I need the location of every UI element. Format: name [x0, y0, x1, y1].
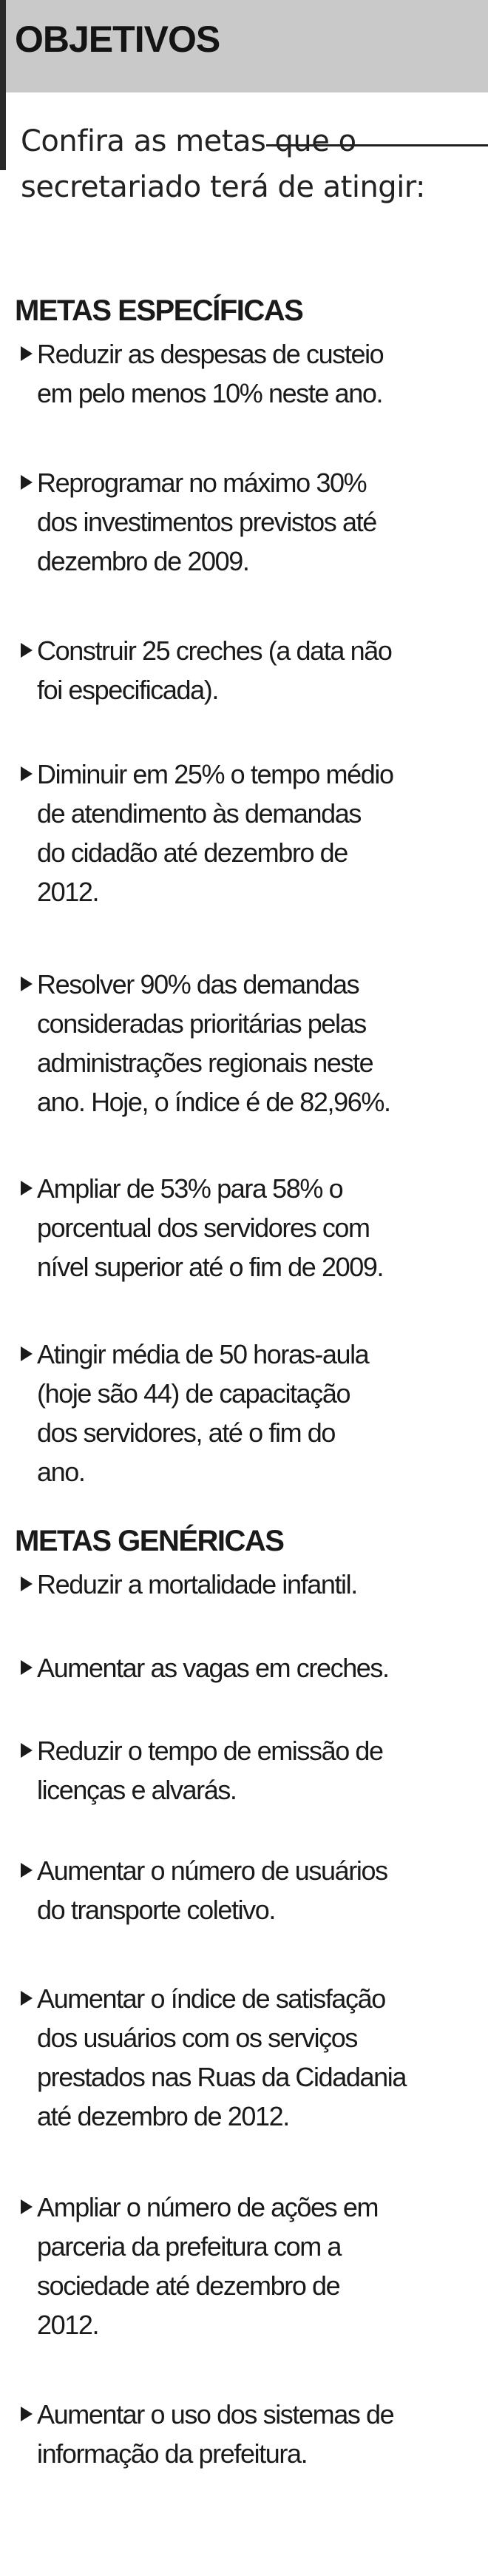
list-item-text: Diminuir em 25% o tempo médio de atendim… — [37, 759, 394, 907]
section-title-specific: METAS ESPECÍFICAS — [15, 294, 304, 327]
list-item-text: Ampliar de 53% para 58% o porcentual dos… — [37, 1173, 384, 1282]
list-item-text: Aumentar o índice de satisfação dos usuá… — [37, 1983, 407, 2131]
list-item-text: Reprogramar no máximo 30% dos investimen… — [37, 468, 377, 576]
list-item-text: Reduzir a mortalidade infantil. — [37, 1569, 358, 1599]
triangle-bullet-icon — [21, 475, 33, 490]
header-band — [0, 0, 488, 92]
triangle-bullet-icon — [21, 1660, 33, 1675]
list-item-text: Reduzir as despesas de custeio em pelo m… — [37, 339, 384, 408]
page-title: OBJETIVOS — [15, 18, 220, 60]
list-item: Atingir média de 50 horas-aula (hoje são… — [21, 1335, 479, 1491]
triangle-bullet-icon — [21, 1346, 33, 1361]
list-item: Ampliar de 53% para 58% o porcentual dos… — [21, 1169, 479, 1287]
triangle-bullet-icon — [21, 346, 33, 361]
triangle-bullet-icon — [21, 1991, 33, 2006]
list-item: Reduzir o tempo de emissão de licenças e… — [21, 1731, 479, 1810]
list-item-text: Aumentar o uso dos sistemas de informaçã… — [37, 2399, 395, 2469]
list-item-text: Construir 25 creches (a data não foi esp… — [37, 635, 393, 705]
header: OBJETIVOS — [0, 0, 488, 170]
list-item: Diminuir em 25% o tempo médio de atendim… — [21, 755, 479, 911]
triangle-bullet-icon — [21, 977, 33, 991]
triangle-bullet-icon — [21, 1181, 33, 1196]
triangle-bullet-icon — [21, 643, 33, 658]
section-title-generic: METAS GENÉRICAS — [15, 1525, 285, 1557]
intro-text: Confira as metas que o secretariado terá… — [21, 124, 426, 204]
list-item-text: Reduzir o tempo de emissão de licenças e… — [37, 1736, 384, 1805]
list-item: Reprogramar no máximo 30% dos investimen… — [21, 463, 479, 581]
list-item: Aumentar o número de usuários do transpo… — [21, 1851, 479, 1929]
triangle-bullet-icon — [21, 2407, 33, 2421]
intro-rule — [266, 144, 488, 146]
list-item: Aumentar o índice de satisfação dos usuá… — [21, 1979, 479, 2136]
triangle-bullet-icon — [21, 1743, 33, 1758]
list-item: Aumentar o uso dos sistemas de informaçã… — [21, 2395, 479, 2473]
list-item: Aumentar as vagas em creches. — [21, 1648, 479, 1687]
list-item: Ampliar o número de ações em parceria da… — [21, 2188, 479, 2344]
list-item-text: Resolver 90% das demandas consideradas p… — [37, 969, 391, 1117]
list-item-text: Ampliar o número de ações em parceria da… — [37, 2192, 379, 2340]
list-item-text: Aumentar as vagas em creches. — [37, 1653, 390, 1683]
list-item-text: Aumentar o número de usuários do transpo… — [37, 1855, 388, 1925]
header-divider — [0, 0, 6, 170]
triangle-bullet-icon — [21, 766, 33, 781]
triangle-bullet-icon — [21, 1863, 33, 1878]
list-item: Reduzir as despesas de custeio em pelo m… — [21, 334, 479, 413]
triangle-bullet-icon — [21, 2199, 33, 2214]
triangle-bullet-icon — [21, 1577, 33, 1591]
list-item: Resolver 90% das demandas consideradas p… — [21, 965, 479, 1122]
list-item: Construir 25 creches (a data não foi esp… — [21, 631, 479, 709]
list-item-text: Atingir média de 50 horas-aula (hoje são… — [37, 1339, 370, 1487]
list-item: Reduzir a mortalidade infantil. — [21, 1565, 479, 1604]
